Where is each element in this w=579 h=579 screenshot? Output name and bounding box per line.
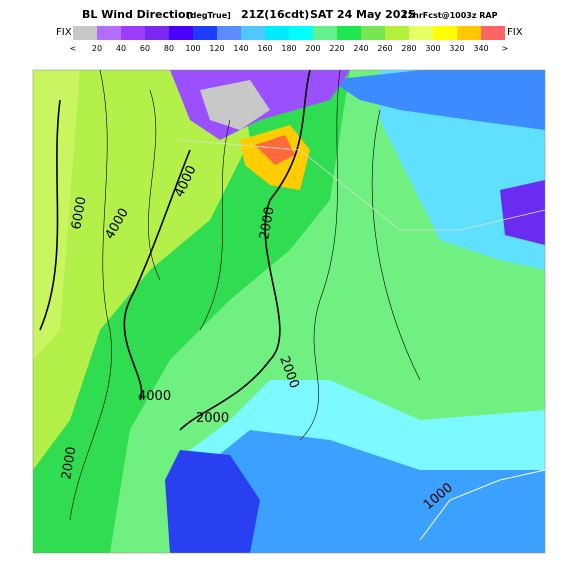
colorbar-label: 100 <box>185 44 200 53</box>
colorbar-label: 340 <box>473 44 488 53</box>
colorbar-label: 220 <box>329 44 344 53</box>
map-field <box>32 69 546 554</box>
colorbar-swatch <box>409 26 433 40</box>
contour-label: 2000 <box>257 205 278 240</box>
colorbar-swatch <box>241 26 265 40</box>
title-date: SAT 24 May 2025 <box>310 8 416 21</box>
colorbar-label: 320 <box>449 44 464 53</box>
colorbar-label: 180 <box>281 44 296 53</box>
colorbar-swatch <box>193 26 217 40</box>
colorbar-swatch <box>361 26 385 40</box>
colorbar-label: 40 <box>116 44 126 53</box>
colorbar-swatch <box>433 26 457 40</box>
colorbar-label: 80 <box>164 44 174 53</box>
fix-left: FIX <box>56 27 72 38</box>
colorbar-label: < <box>70 44 77 53</box>
colorbar-swatch <box>265 26 289 40</box>
colorbar-swatch <box>313 26 337 40</box>
colorbar-swatch <box>217 26 241 40</box>
colorbar-swatch <box>337 26 361 40</box>
fix-right: FIX <box>507 27 523 38</box>
colorbar-label: 140 <box>233 44 248 53</box>
colorbar-swatch <box>481 26 505 40</box>
colorbar-swatch <box>169 26 193 40</box>
colorbar-label: 20 <box>92 44 102 53</box>
colorbar-label: 300 <box>425 44 440 53</box>
colorbar-swatch <box>121 26 145 40</box>
colorbar-swatch <box>457 26 481 40</box>
contour-label: 6000 <box>69 195 90 230</box>
title-valid: 21Z(16cdt) <box>241 8 309 21</box>
contour-label: 2000 <box>196 411 229 426</box>
title-name: BL Wind Direction <box>82 8 193 21</box>
contour-label: 4000 <box>138 389 171 404</box>
contour-label: 2000 <box>59 445 80 480</box>
colorbar-swatch <box>97 26 121 40</box>
colorbar: <20 40 60 80 100 120 140 160 180 200 220 240 260 280 3… <box>70 26 509 53</box>
colorbar-label: 280 <box>401 44 416 53</box>
colorbar-swatch <box>385 26 409 40</box>
colorbar-label: 200 <box>305 44 320 53</box>
colorbar-label: 160 <box>257 44 272 53</box>
colorbar-label: 260 <box>377 44 392 53</box>
colorbar-label: > <box>502 44 509 53</box>
colorbar-label: 240 <box>353 44 368 53</box>
colorbar-swatch <box>73 26 97 40</box>
colorbar-swatch <box>289 26 313 40</box>
title-unit: [degTrue] <box>187 11 231 20</box>
colorbar-label: 120 <box>209 44 224 53</box>
colorbar-swatch <box>145 26 169 40</box>
colorbar-label: 60 <box>140 44 150 53</box>
title-run: 12hrFcst@1003z RAP <box>402 11 498 20</box>
